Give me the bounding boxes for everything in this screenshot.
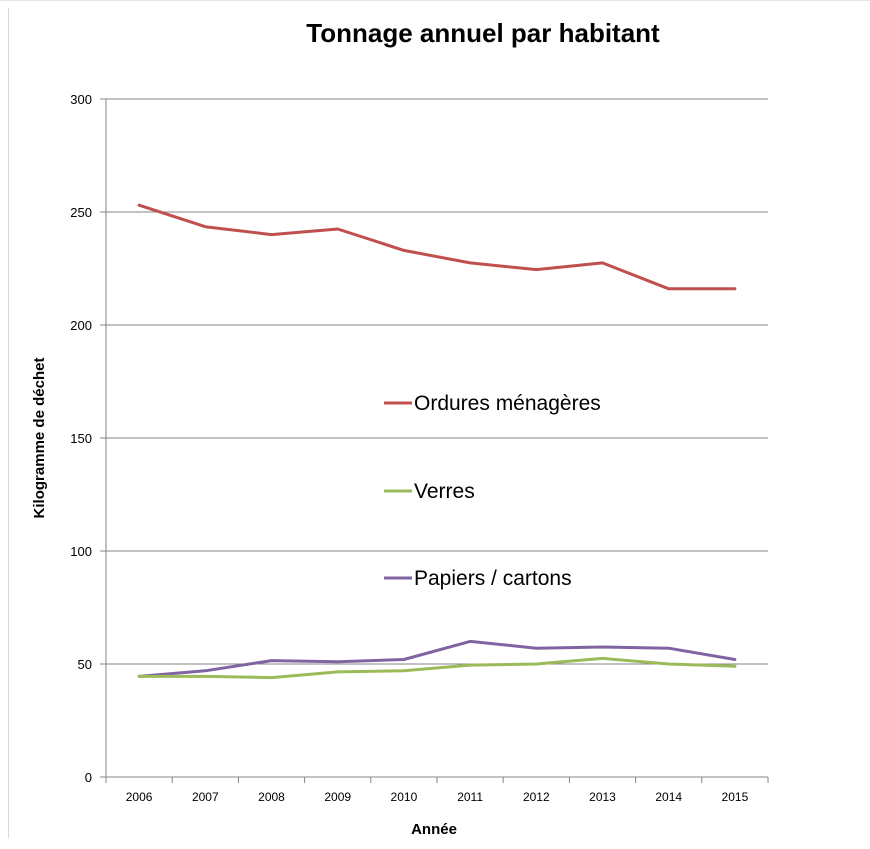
x-tick-labels: 2006 2007 2008 2009 2010 2011 2012 2013 2014 2015 bbox=[126, 790, 749, 804]
series-line bbox=[137, 656, 737, 680]
y-axis-title: Kilogramme de déchet bbox=[31, 358, 48, 519]
y-tick-label: 200 bbox=[70, 318, 92, 333]
x-tick-label: 2007 bbox=[192, 790, 219, 804]
x-tick-label: 2015 bbox=[722, 790, 749, 804]
y-tick-label: 50 bbox=[78, 657, 92, 672]
chart-title: Tonnage annuel par habitant bbox=[306, 18, 660, 48]
top-border bbox=[0, 0, 870, 1]
x-tick-label: 2008 bbox=[258, 790, 285, 804]
x-axis-title: Année bbox=[411, 821, 457, 838]
legend: Ordures ménagères Verres Papiers / cartons bbox=[384, 392, 601, 590]
series-lines bbox=[137, 203, 737, 680]
y-tick-label: 250 bbox=[70, 205, 92, 220]
series-line bbox=[137, 203, 737, 291]
y-tick-label: 150 bbox=[70, 431, 92, 446]
left-border bbox=[8, 8, 9, 838]
y-tick-labels: 0 50 100 150 200 250 300 bbox=[70, 92, 92, 785]
legend-label: Verres bbox=[414, 480, 475, 503]
x-axis bbox=[105, 99, 769, 783]
x-tick-label: 2011 bbox=[457, 790, 483, 804]
y-tick-label: 300 bbox=[70, 92, 92, 107]
x-tick-label: 2014 bbox=[655, 790, 682, 804]
x-tick-label: 2009 bbox=[324, 790, 351, 804]
y-tick-label: 100 bbox=[70, 544, 92, 559]
legend-label: Ordures ménagères bbox=[414, 392, 601, 415]
x-tick-label: 2010 bbox=[391, 790, 418, 804]
gridlines bbox=[100, 98, 768, 778]
series-line bbox=[137, 639, 737, 678]
legend-label: Papiers / cartons bbox=[414, 567, 572, 590]
y-tick-label: 0 bbox=[85, 770, 92, 785]
x-tick-label: 2013 bbox=[589, 790, 616, 804]
x-tick-label: 2006 bbox=[126, 790, 153, 804]
x-tick-label: 2012 bbox=[523, 790, 550, 804]
